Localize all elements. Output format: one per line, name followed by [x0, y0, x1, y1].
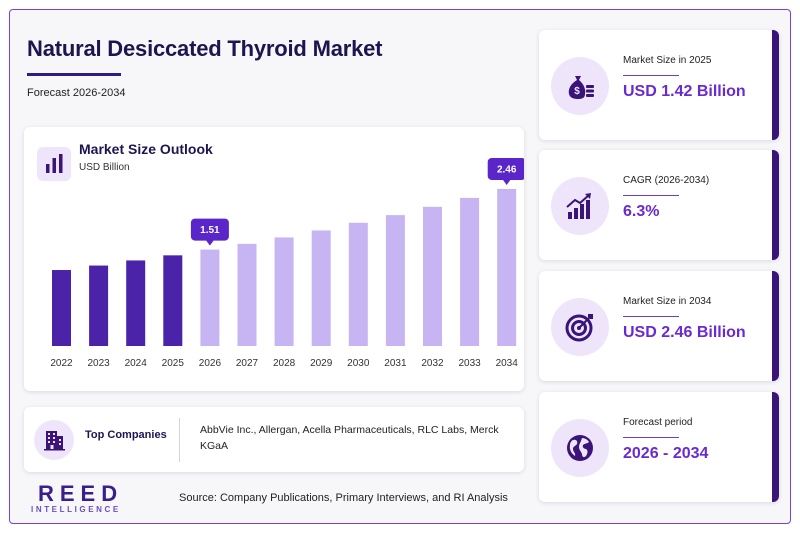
bar-2023	[89, 265, 109, 346]
stat-divider	[623, 316, 679, 317]
x-tick-label: 2030	[347, 358, 370, 369]
target-icon	[551, 298, 609, 356]
money-bag-icon: $	[551, 57, 609, 115]
x-tick-label: 2026	[199, 358, 222, 369]
stat-value: 6.3%	[623, 203, 660, 220]
bar-2034	[497, 188, 517, 346]
top-companies-card: Top Companies AbbVie Inc., Allergan, Ace…	[24, 407, 524, 472]
top-companies-label: Top Companies	[85, 429, 167, 441]
brand-logo: REED	[38, 481, 124, 506]
x-tick-label: 2024	[125, 358, 148, 369]
x-tick-label: 2034	[496, 358, 519, 369]
building-icon	[34, 420, 74, 460]
bar-2033	[460, 197, 480, 346]
x-tick-label: 2025	[162, 358, 185, 369]
divider	[179, 418, 180, 462]
stat-card-market-size-2034: Market Size in 2034 USD 2.46 Billion	[539, 271, 779, 381]
bar-2025	[163, 255, 183, 346]
bar-2031	[385, 215, 405, 346]
chart-card: Market Size Outlook USD Billion 2022 2023…	[24, 127, 524, 391]
chart-title: Market Size Outlook	[79, 141, 213, 157]
stat-label: Market Size in 2034	[623, 296, 712, 307]
x-tick-label: 2023	[87, 358, 110, 369]
x-tick-label: 2022	[50, 358, 73, 369]
stat-divider	[623, 437, 679, 438]
stat-divider	[623, 195, 679, 196]
data-label-2034: 2.46	[487, 157, 524, 185]
page-title: Natural Desiccated Thyroid Market	[27, 36, 383, 61]
brand-logo-subtitle: INTELLIGENCE	[31, 505, 121, 514]
stat-label: CAGR (2026-2034)	[623, 175, 710, 186]
svg-text:$: $	[574, 86, 580, 97]
stat-value: USD 1.42 Billion	[623, 83, 746, 100]
bar-chart-icon	[37, 147, 71, 181]
stat-card-cagr: CAGR (2026-2034) 6.3%	[539, 150, 779, 260]
stat-divider	[623, 75, 679, 76]
bar-2026	[200, 249, 220, 346]
x-tick-label: 2031	[384, 358, 407, 369]
stat-value: USD 2.46 Billion	[623, 324, 746, 341]
stat-card-forecast-period: Forecast period 2026 - 2034	[539, 392, 779, 502]
bar-2030	[348, 222, 368, 346]
chart-unit-label: USD Billion	[79, 162, 130, 173]
bar-2032	[423, 206, 442, 346]
x-tick-label: 2033	[458, 358, 481, 369]
bar-2029	[311, 230, 331, 346]
bar-chart: 2022 2023 2024 2025 2026 1.51 2027 2028 2029 2030…	[50, 157, 524, 369]
globe-icon	[551, 419, 609, 477]
title-underline	[27, 73, 121, 76]
bar-2027	[237, 243, 257, 346]
data-label-2026: 1.51	[190, 218, 229, 246]
bar-2022	[52, 270, 71, 346]
svg-text:2.46: 2.46	[497, 164, 517, 175]
x-tick-label: 2032	[421, 358, 444, 369]
stat-value: 2026 - 2034	[623, 445, 709, 462]
svg-text:1.51: 1.51	[200, 225, 220, 236]
stat-card-market-size-2025: $ Market Size in 2025 USD 1.42 Billion	[539, 30, 779, 140]
x-tick-label: 2029	[310, 358, 333, 369]
growth-chart-icon	[551, 177, 609, 235]
x-tick-label: 2028	[273, 358, 296, 369]
source-note: Source: Company Publications, Primary In…	[179, 492, 508, 504]
stat-label: Forecast period	[623, 417, 693, 428]
page-subtitle: Forecast 2026-2034	[27, 87, 126, 99]
stat-label: Market Size in 2025	[623, 55, 712, 66]
top-companies-list: AbbVie Inc., Allergan, Acella Pharmaceut…	[200, 424, 499, 452]
x-tick-label: 2027	[236, 358, 259, 369]
bar-2024	[126, 260, 146, 346]
bar-2028	[274, 237, 294, 346]
